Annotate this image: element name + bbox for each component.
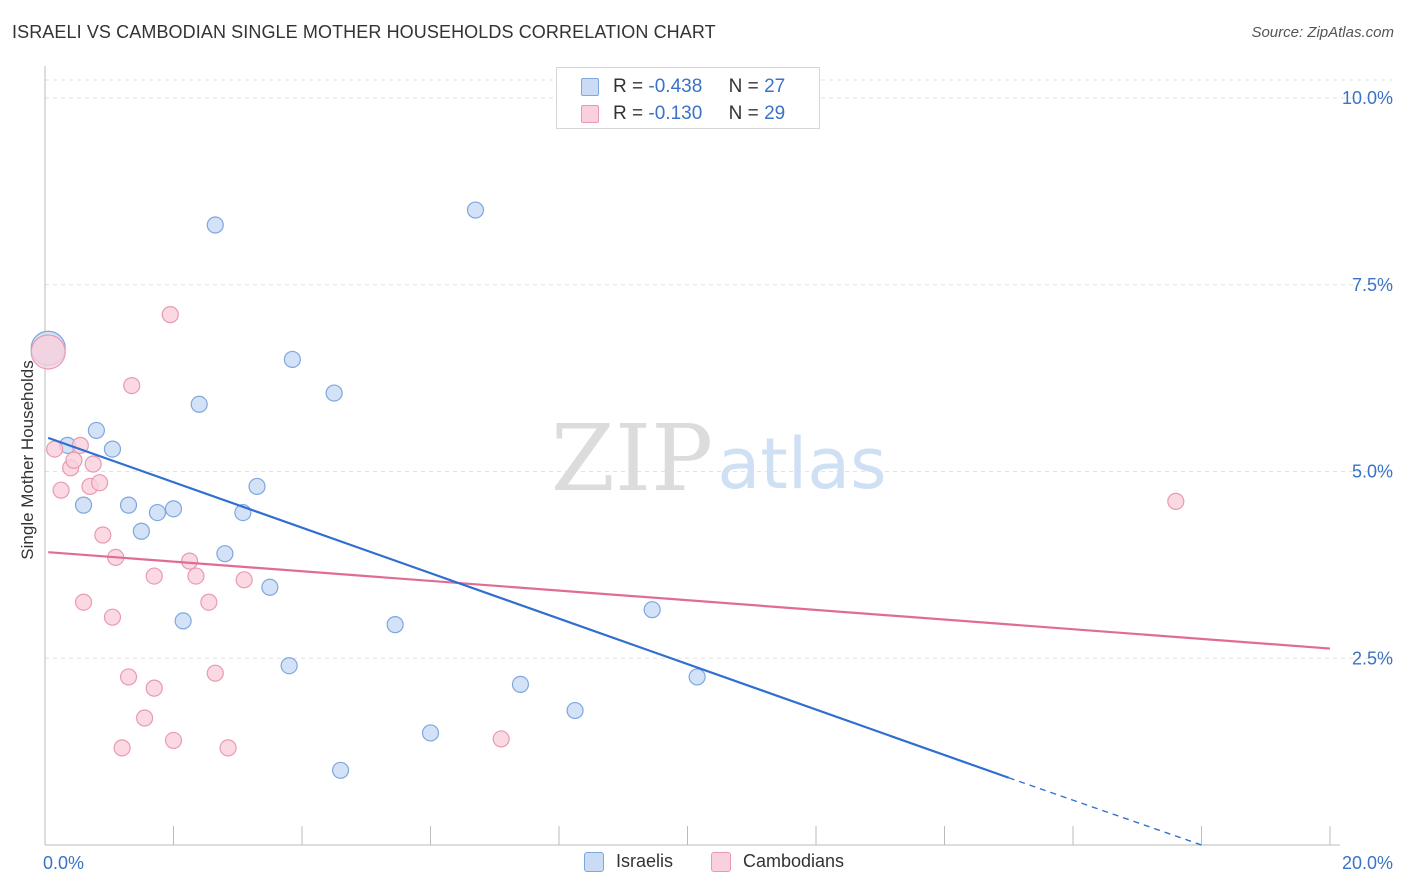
cambodians-point (30, 334, 66, 370)
cambodians-point (145, 567, 163, 585)
israelis-legend-label: Israelis (616, 851, 674, 871)
cambodians-trendline (48, 551, 1331, 650)
series-legend: Israelis Cambodians (0, 851, 1406, 877)
y-tick-label: 10.0% (1342, 88, 1393, 108)
israelis-swatch (581, 78, 599, 96)
israelis-point (511, 675, 530, 693)
israelis-trendline (47, 436, 1010, 779)
israelis-point (206, 216, 224, 234)
israelis-point (103, 440, 122, 458)
y-tick-label: 5.0% (1352, 462, 1393, 482)
tick-labels: 2.5% 5.0% 7.5% 10.0% 0.0% 20.0% (43, 88, 1393, 873)
cambodians-point (1167, 492, 1185, 510)
israelis-n-label: N = (728, 76, 759, 97)
israelis-point (283, 350, 301, 369)
y-tick-label: 2.5% (1352, 648, 1393, 668)
chart-title: ISRAELI VS CAMBODIAN SINGLE MOTHER HOUSE… (12, 22, 716, 42)
cambodians-point (206, 664, 224, 682)
x-tick-label: 0.0% (43, 853, 84, 873)
cambodians-point (219, 739, 237, 757)
gridlines (45, 79, 1392, 659)
cambodians-point (235, 571, 253, 589)
trendlines (47, 436, 1331, 846)
cambodians-point (46, 440, 64, 458)
israelis-r-value: -0.438 (648, 76, 703, 97)
x-tick-label: 20.0% (1342, 853, 1393, 873)
cambodians-point (84, 455, 102, 473)
watermark-zip: ZIP (551, 405, 713, 512)
legend-item-cambodians[interactable]: Cambodians (711, 851, 844, 872)
cambodians-point (161, 306, 179, 324)
correlation-legend: R = -0.438 N = 27 R = -0.130 N = 29 (556, 67, 820, 129)
cambodians-legend-label: Cambodians (743, 851, 845, 871)
axes (44, 66, 1340, 846)
cambodians-point (123, 376, 141, 395)
cambodians-legend-swatch (711, 851, 731, 872)
cambodians-point (94, 526, 112, 544)
source-label: Source: ZipAtlas.com (1251, 24, 1394, 41)
israelis-point (261, 578, 279, 596)
legend-item-israelis[interactable]: Israelis (584, 851, 673, 872)
cambodians-points (30, 306, 1185, 757)
cambodians-point (91, 474, 109, 492)
cambodians-point (65, 451, 83, 469)
cambodians-point (113, 739, 131, 757)
israelis-point (74, 496, 93, 514)
israelis-point (190, 395, 208, 413)
israelis-point (248, 477, 266, 496)
cambodians-n-value: 29 (764, 103, 786, 124)
israelis-point (280, 657, 298, 675)
israelis-point (421, 724, 440, 742)
cambodians-point (74, 593, 93, 611)
israelis-trendline-extension (1008, 777, 1202, 846)
cambodians-point (164, 731, 183, 750)
israelis-n-value: 27 (764, 76, 786, 97)
cambodians-point (145, 679, 163, 697)
cambodians-point (200, 593, 218, 611)
cambodians-point (52, 481, 70, 499)
cambodians-r-value: -0.130 (648, 103, 703, 124)
cambodians-point (187, 567, 205, 585)
cambodians-swatch (581, 105, 599, 123)
cambodians-point (103, 608, 122, 626)
israelis-point (643, 601, 661, 619)
israelis-point (119, 496, 138, 514)
watermark: ZIP atlas (551, 405, 887, 512)
cambodians-point (180, 552, 199, 570)
israelis-points (30, 201, 706, 779)
y-tick-label: 7.5% (1352, 275, 1393, 295)
israelis-point (164, 500, 183, 518)
israelis-point (132, 522, 150, 540)
cambodians-point (492, 730, 510, 748)
israelis-legend-swatch (584, 851, 604, 872)
israelis-point (386, 616, 404, 634)
israelis-point (87, 421, 106, 440)
israelis-point (325, 384, 343, 402)
israelis-point (688, 668, 706, 686)
israelis-r-label: R = (613, 76, 644, 97)
cambodians-n-label: N = (728, 103, 759, 124)
cambodians-point (119, 668, 138, 686)
israelis-point (174, 612, 192, 630)
israelis-point (148, 503, 167, 522)
israelis-point (331, 761, 350, 779)
watermark-atlas: atlas (717, 423, 886, 505)
israelis-point (216, 545, 234, 563)
israelis-point (466, 201, 485, 219)
cambodians-r-label: R = (613, 103, 644, 124)
israelis-point (566, 701, 584, 720)
cambodians-point (135, 709, 154, 727)
